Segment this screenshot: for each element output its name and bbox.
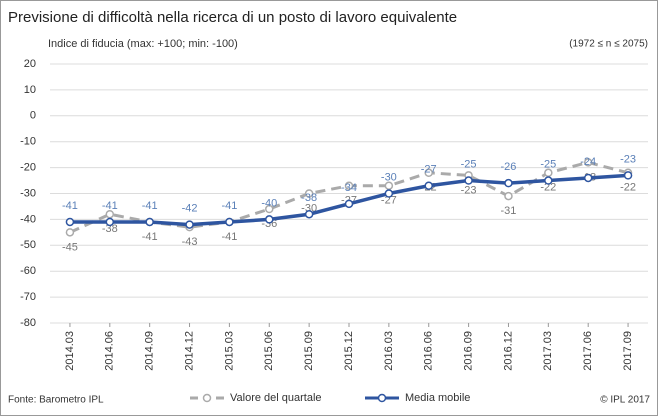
x-tick-label: 2017.06: [582, 331, 594, 371]
x-tick-label: 2017.03: [542, 331, 554, 371]
value-label: -23: [461, 184, 477, 196]
y-tick-label: 0: [30, 110, 36, 122]
point: [424, 168, 433, 178]
x-tick-label: 2016.03: [383, 331, 395, 371]
value-label: -26: [501, 161, 517, 173]
value-label: -30: [381, 171, 397, 183]
point: [105, 209, 115, 219]
x-tick-label: 2015.03: [223, 331, 235, 371]
y-tick-label: 10: [24, 84, 36, 96]
point: [265, 215, 274, 224]
value-label: -41: [221, 231, 237, 243]
value-label: -24: [580, 156, 596, 168]
value-label: -41: [142, 200, 158, 212]
point: [65, 228, 75, 237]
x-tick-label: 2016.06: [423, 331, 435, 371]
y-tick-label: -40: [20, 213, 36, 225]
point: [384, 189, 394, 198]
value-label: -22: [540, 182, 556, 194]
point: [105, 217, 115, 227]
value-label: -45: [62, 241, 78, 253]
point: [583, 158, 593, 167]
point: [623, 171, 633, 180]
y-tick-label: -10: [20, 136, 36, 148]
y-tick-label: 20: [24, 58, 36, 70]
value-label: -41: [221, 200, 237, 212]
x-tick-label: 2017.09: [622, 331, 634, 371]
value-label: -43: [182, 236, 198, 248]
point: [145, 217, 154, 227]
sample-note: (1972 ≤ n ≤ 2075): [569, 39, 648, 50]
point: [464, 176, 473, 185]
copyright: © IPL 2017: [600, 395, 650, 406]
legend-marker: [202, 393, 212, 403]
value-label: -27: [421, 164, 437, 176]
point: [504, 191, 513, 201]
point: [424, 181, 433, 190]
y-tick-label: -60: [20, 265, 36, 277]
y-tick-label: -70: [20, 291, 36, 303]
point: [304, 209, 314, 219]
point: [544, 168, 553, 178]
legend-label: Valore del quartale: [230, 392, 322, 404]
value-label: -25: [540, 158, 556, 170]
value-label: -23: [620, 153, 636, 165]
point: [225, 217, 234, 227]
y-tick-label: -50: [20, 239, 36, 251]
point: [344, 199, 354, 209]
value-label: -22: [620, 182, 636, 194]
x-tick-label: 2014.06: [104, 331, 116, 371]
point: [544, 176, 553, 185]
x-tick-label: 2016.12: [502, 331, 514, 371]
value-label: -38: [301, 192, 317, 204]
source: Fonte: Barometro IPL: [8, 395, 104, 406]
x-tick-label: 2014.03: [64, 331, 76, 371]
point: [344, 181, 354, 190]
x-tick-label: 2014.12: [183, 331, 195, 371]
subtitle: Indice di fiducia (max: +100; min: -100): [48, 38, 238, 50]
point: [304, 189, 314, 198]
point: [583, 173, 593, 183]
value-label: -41: [62, 200, 78, 212]
y-tick-label: -20: [20, 162, 36, 174]
chart-title: Previsione di difficoltà nella ricerca d…: [8, 9, 457, 26]
value-label: -41: [102, 200, 118, 212]
value-label: -25: [461, 158, 477, 170]
x-tick-label: 2015.09: [303, 331, 315, 371]
y-tick-label: -80: [20, 317, 36, 329]
value-label: -41: [142, 231, 158, 243]
x-tick-label: 2016.09: [463, 331, 475, 371]
value-label: -27: [381, 195, 397, 207]
value-label: -31: [501, 205, 517, 217]
legend-marker: [377, 393, 387, 403]
point: [265, 204, 274, 214]
value-label: -38: [102, 223, 118, 235]
x-tick-label: 2015.06: [263, 331, 275, 371]
value-label: -34: [341, 182, 357, 194]
value-label: -42: [182, 202, 198, 214]
point: [384, 181, 394, 190]
x-tick-label: 2014.09: [144, 331, 156, 371]
point: [65, 217, 75, 227]
y-tick-label: -30: [20, 187, 36, 199]
point: [185, 220, 194, 229]
point: [504, 178, 513, 188]
x-tick-label: 2015.12: [343, 331, 355, 371]
legend-label: Media mobile: [405, 392, 470, 404]
value-label: -40: [261, 197, 277, 209]
